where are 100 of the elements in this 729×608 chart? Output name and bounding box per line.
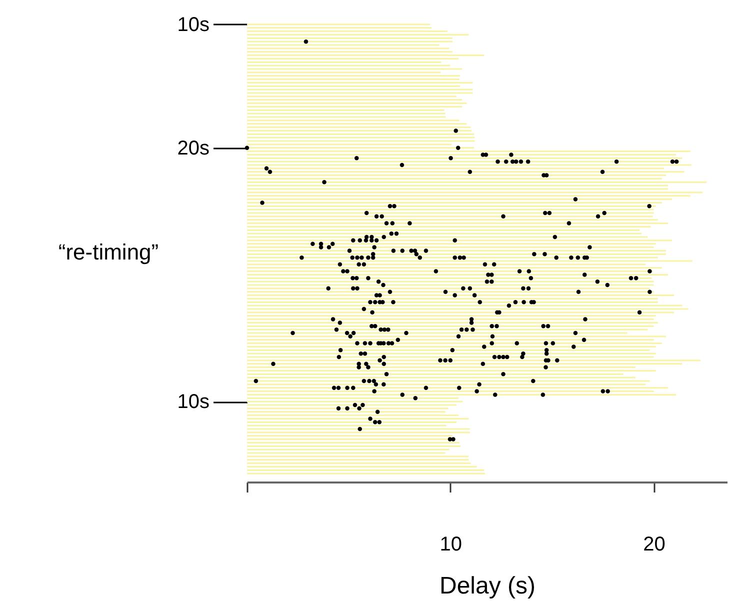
point: [378, 327, 383, 332]
point: [521, 286, 526, 291]
point: [345, 386, 350, 390]
point: [572, 344, 576, 349]
point: [370, 255, 376, 260]
point: [526, 159, 530, 164]
point: [356, 262, 361, 267]
point: [370, 234, 374, 240]
point: [596, 214, 600, 219]
point: [336, 386, 341, 390]
point: [544, 365, 548, 370]
point: [373, 300, 378, 304]
y-tick-label: 10s: [177, 14, 210, 36]
point: [364, 362, 368, 366]
point: [474, 389, 479, 394]
point: [382, 382, 386, 387]
point: [595, 279, 600, 284]
y-axis-title: “re-timing”: [58, 240, 159, 264]
point: [509, 152, 514, 157]
point: [386, 341, 391, 346]
point: [358, 238, 362, 243]
point: [490, 272, 494, 277]
point: [418, 255, 422, 260]
point: [345, 269, 350, 274]
point: [464, 327, 469, 332]
point: [456, 334, 461, 339]
point: [555, 358, 560, 363]
point: [647, 204, 652, 208]
point: [547, 210, 552, 216]
point: [366, 365, 370, 370]
point: [448, 156, 453, 160]
point: [351, 330, 356, 336]
point: [400, 248, 405, 253]
point: [452, 255, 457, 260]
point: [350, 255, 354, 260]
point: [501, 354, 506, 360]
point: [522, 300, 526, 304]
point: [355, 286, 360, 291]
point: [344, 330, 350, 336]
point: [576, 255, 580, 260]
point: [391, 248, 396, 253]
point: [368, 341, 372, 346]
y-tick-label: 10s: [177, 391, 210, 414]
point: [531, 378, 536, 384]
point: [541, 324, 546, 328]
point: [461, 286, 466, 291]
point: [670, 159, 675, 164]
point: [456, 146, 460, 150]
point: [390, 221, 395, 226]
point: [605, 282, 610, 288]
point: [459, 327, 464, 332]
point: [484, 152, 488, 157]
point: [380, 214, 384, 219]
point: [360, 255, 364, 260]
point: [588, 245, 592, 250]
point: [434, 269, 438, 274]
point: [362, 351, 368, 356]
point: [490, 279, 494, 284]
point: [526, 269, 532, 274]
point: [583, 317, 588, 322]
point: [382, 354, 386, 360]
point: [582, 338, 586, 342]
point: [546, 324, 550, 328]
point: [345, 406, 350, 411]
point: [326, 245, 332, 250]
y-tick-label: 20s: [177, 137, 210, 160]
point: [543, 210, 548, 216]
point: [552, 234, 558, 240]
point: [544, 351, 549, 356]
point: [366, 276, 370, 280]
point: [566, 221, 572, 226]
point: [576, 290, 581, 294]
point: [569, 255, 574, 260]
point: [377, 420, 382, 424]
point: [477, 382, 482, 387]
point: [648, 269, 652, 274]
point: [484, 279, 490, 284]
x-tick-label: 10: [440, 534, 462, 556]
point: [448, 358, 453, 363]
point: [382, 234, 386, 240]
point: [600, 389, 606, 394]
point: [318, 242, 324, 246]
point: [634, 276, 638, 280]
point: [372, 245, 376, 250]
point: [490, 341, 494, 346]
point: [494, 324, 499, 328]
point: [478, 300, 482, 304]
point: [521, 351, 526, 356]
point: [458, 255, 462, 260]
point: [372, 378, 376, 384]
point: [390, 341, 394, 346]
point: [382, 341, 386, 346]
x-axis-title: Delay (s): [439, 572, 536, 600]
point: [424, 248, 428, 253]
point: [532, 252, 536, 256]
point: [528, 276, 534, 280]
point: [404, 330, 408, 336]
point: [356, 362, 361, 366]
point: [482, 262, 488, 267]
point: [637, 310, 642, 315]
